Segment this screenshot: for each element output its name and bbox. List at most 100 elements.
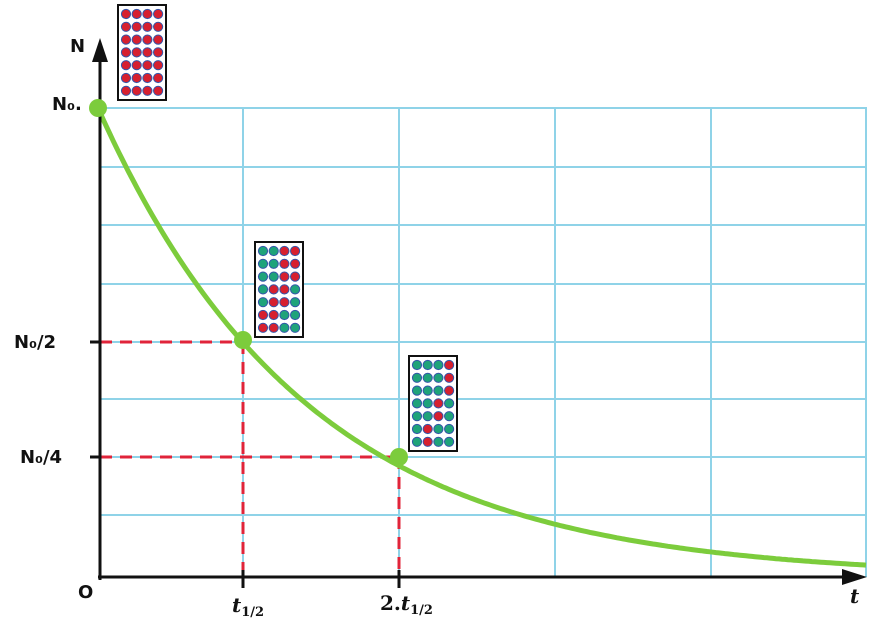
tick-sub: 1/2 [241,605,264,620]
nucleus [444,359,455,371]
nucleus [411,398,423,409]
nucleus [422,411,433,422]
axes [90,55,845,588]
nucleus [279,245,290,257]
nucleus [257,284,269,295]
y-tick-label: N₀/4 [20,447,62,468]
nucleus [257,245,269,257]
nucleus [131,21,142,32]
nucleus [411,436,423,447]
nucleus [444,436,455,447]
nucleus [433,398,444,409]
nucleus [290,297,301,308]
nucleus [142,85,153,96]
nucleus [120,34,132,45]
nucleus [290,245,301,257]
nucleus [444,411,455,422]
nucleus [290,284,301,295]
nucleus [257,309,269,321]
nucleus [279,309,290,321]
nucleus [422,423,433,435]
nucleus [411,411,423,422]
nucleus [153,8,164,20]
nucleus [120,8,132,20]
tick-prefix: 2. [380,591,401,615]
nucleus [268,258,279,269]
origin-label: O [78,582,93,603]
x-axis-label: t [850,584,860,608]
nucleus [120,72,132,84]
nucleus [142,47,153,58]
nucleus [444,385,455,396]
nucleus [268,284,279,295]
y-arrow [92,38,108,62]
nucleus [433,436,444,447]
nucleus [290,258,301,269]
nucleus [411,423,423,435]
decay-curve [95,106,867,568]
y-tick-label: N₀. [52,94,82,115]
nucleus [411,372,423,383]
nucleus [279,297,290,308]
nucleus [422,359,433,371]
grid [100,107,867,577]
nucleus [153,60,164,71]
tick-base: t [401,591,411,615]
nucleus [268,245,279,257]
nucleus [142,60,153,71]
tick-sub: 1/2 [410,603,433,618]
nucleus [257,258,269,269]
guides [100,340,401,577]
nucleus [131,8,142,20]
nucleus [142,72,153,84]
nucleus [153,21,164,32]
x-arrow [842,569,867,585]
nucleus [279,271,290,282]
x-tick-label: 2.t1/2 [380,591,433,618]
nucleus [268,309,279,321]
tick-base: t [232,593,242,617]
nucleus [411,385,423,396]
nucleus [268,322,279,333]
x-tick-label: t1/2 [232,593,264,620]
nucleus [290,309,301,321]
nucleus [433,385,444,396]
points [89,99,408,466]
nucleus [142,8,153,20]
nucleus [153,85,164,96]
nucleus [257,322,269,333]
y-tick-label: N₀/2 [14,332,56,353]
nucleus [257,271,269,282]
nucleus [131,60,142,71]
nucleus [268,271,279,282]
nucleus [131,72,142,84]
nucleus [433,359,444,371]
nucleus [422,372,433,383]
nucleus [257,297,269,308]
nucleus [444,423,455,435]
nucleus [153,72,164,84]
nucleus [422,385,433,396]
nucleus [142,21,153,32]
nucleus [411,359,423,371]
nucleus [120,60,132,71]
nucleus [290,271,301,282]
nucleus [153,47,164,58]
nucleus [433,411,444,422]
y-axis-label: N [70,36,85,57]
nucleus [444,372,455,383]
nucleus [131,85,142,96]
nucleus [279,258,290,269]
nucleus [268,297,279,308]
nucleus [444,398,455,409]
nucleus [433,372,444,383]
nucleus [153,34,164,45]
nucleus [120,85,132,96]
nucleus [422,436,433,447]
nucleus [433,423,444,435]
nucleus [290,322,301,333]
nucleus [279,284,290,295]
nucleus [131,47,142,58]
nucleus [131,34,142,45]
